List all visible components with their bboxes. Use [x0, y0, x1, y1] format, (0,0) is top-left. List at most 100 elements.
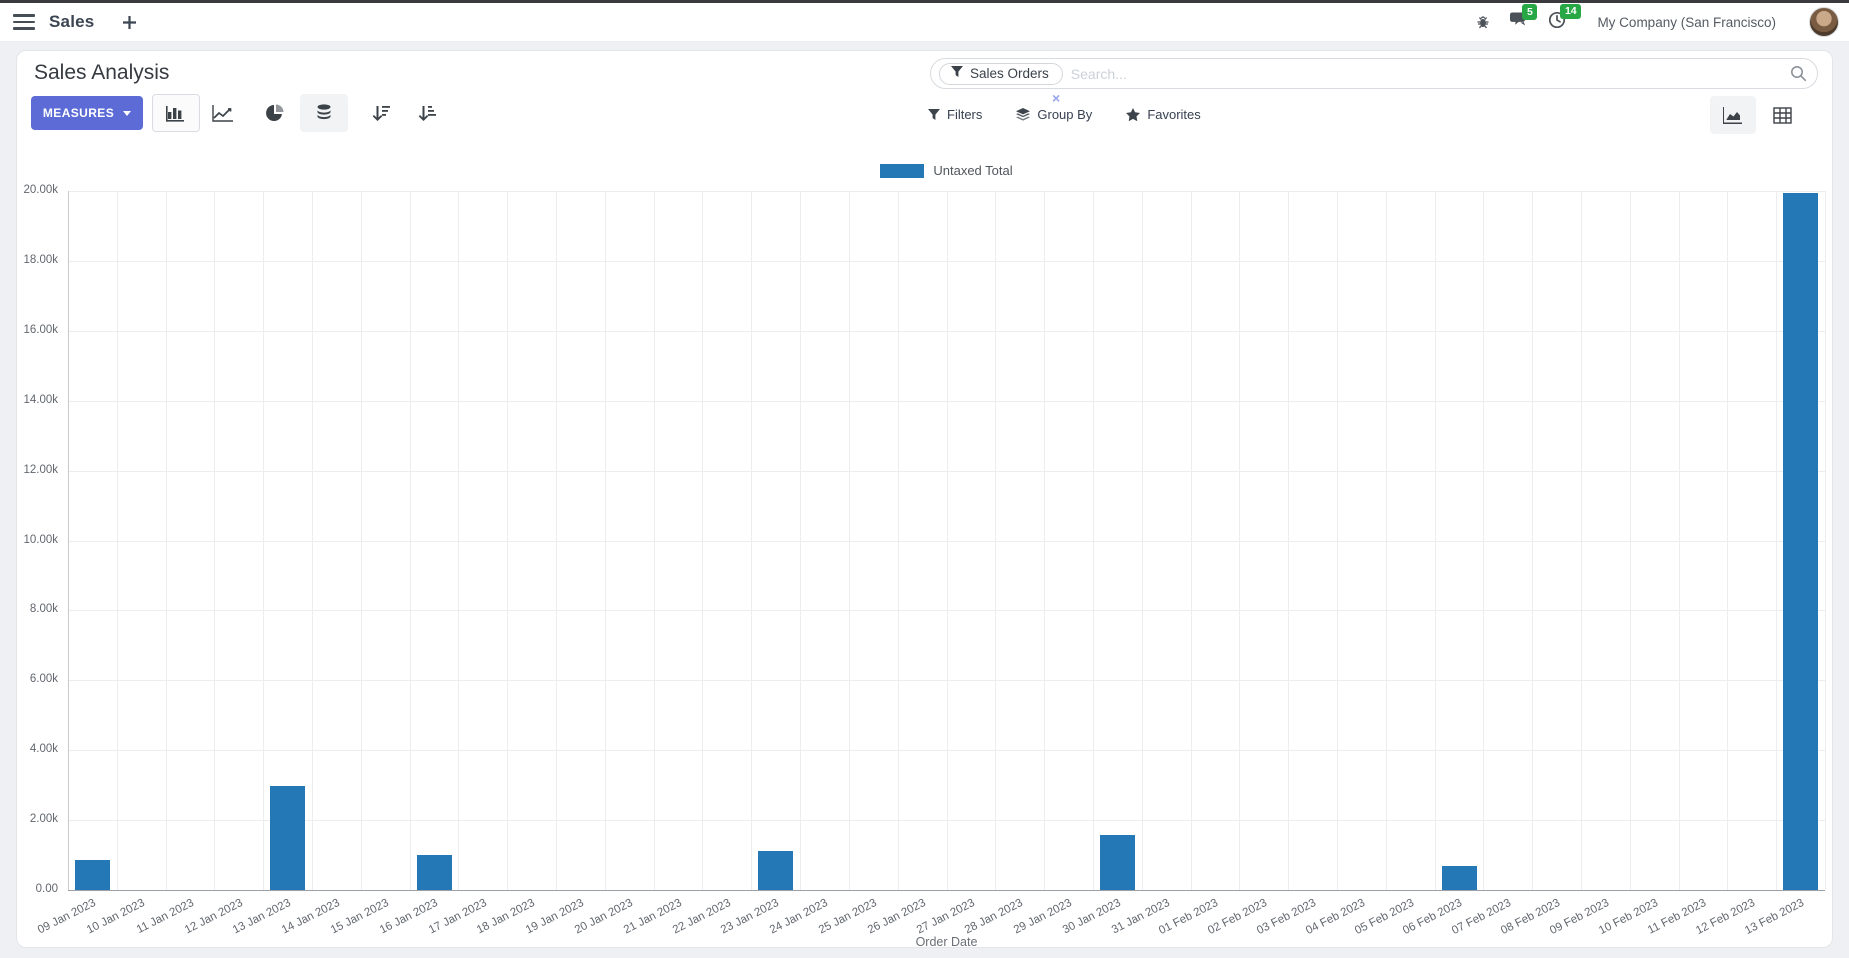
- y-tick-label: 6.00k: [29, 673, 58, 686]
- y-tick-label: 4.00k: [29, 743, 58, 756]
- plus-icon[interactable]: [122, 15, 137, 30]
- v-gridline: [702, 191, 704, 890]
- v-gridline: [214, 191, 216, 890]
- search-facet-label: Sales Orders: [970, 65, 1049, 81]
- top-navbar: Sales 5 14 My C: [0, 3, 1849, 42]
- main-panel: Sales Analysis Sales Orders × MEASURES: [16, 50, 1833, 948]
- debug-bug-icon[interactable]: [1475, 14, 1491, 30]
- filter-funnel-icon: [951, 65, 963, 81]
- sort-ascending-button[interactable]: [403, 94, 451, 132]
- v-gridline: [1776, 191, 1778, 890]
- messages-count-badge: 5: [1522, 4, 1538, 20]
- x-axis-title: Order Date: [915, 935, 978, 948]
- chart-legend[interactable]: Untaxed Total: [68, 163, 1825, 178]
- search-input[interactable]: [1070, 65, 1790, 82]
- search-icon[interactable]: [1790, 65, 1807, 82]
- user-avatar[interactable]: [1809, 7, 1839, 37]
- graph-view-button[interactable]: [1710, 96, 1756, 134]
- systray: 5 14 My Company (San Francisco): [1475, 3, 1839, 37]
- bar-30 Jan 2023[interactable]: [1099, 835, 1135, 890]
- layers-icon: [1016, 108, 1031, 121]
- v-gridline: [263, 191, 265, 890]
- chevron-down-icon: [123, 110, 132, 116]
- star-icon: [1126, 108, 1141, 121]
- bar-13 Jan 2023[interactable]: [270, 785, 306, 890]
- favorites-button[interactable]: Favorites: [1126, 107, 1201, 122]
- v-gridline: [165, 191, 167, 890]
- v-gridline: [116, 191, 118, 890]
- measures-label: MEASURES: [42, 106, 115, 120]
- filters-funnel-icon: [928, 108, 940, 120]
- filters-button[interactable]: Filters: [928, 107, 982, 122]
- messages-menu[interactable]: 5: [1510, 4, 1538, 33]
- v-gridline: [1483, 191, 1485, 890]
- view-switcher: [1710, 96, 1805, 134]
- v-gridline: [68, 191, 69, 890]
- v-gridline: [1385, 191, 1387, 890]
- filters-label: Filters: [947, 107, 983, 122]
- clock-icon: [1548, 11, 1566, 34]
- v-gridline: [1678, 191, 1680, 890]
- search-panel-buttons: Filters Group By Favorites: [928, 107, 1201, 122]
- v-gridline: [507, 191, 509, 890]
- v-gridline: [751, 191, 753, 890]
- y-tick-label: 8.00k: [29, 603, 58, 616]
- search-bar[interactable]: Sales Orders ×: [930, 58, 1818, 105]
- v-gridline: [312, 191, 314, 890]
- pivot-view-button[interactable]: [1759, 96, 1805, 134]
- measures-button[interactable]: MEASURES: [31, 96, 143, 130]
- activities-menu[interactable]: 14: [1548, 3, 1582, 34]
- chart-toolbar: [152, 94, 462, 132]
- y-tick-label: 14.00k: [23, 393, 58, 406]
- v-gridline: [1190, 191, 1192, 890]
- page-title: Sales Analysis: [34, 61, 170, 84]
- v-gridline: [1336, 191, 1338, 890]
- v-gridline: [848, 191, 850, 890]
- bar-23 Jan 2023[interactable]: [758, 850, 794, 890]
- group-by-label: Group By: [1037, 107, 1093, 122]
- y-tick-label: 10.00k: [23, 533, 58, 546]
- bar-13 Feb 2023[interactable]: [1783, 192, 1819, 890]
- v-gridline: [946, 191, 948, 890]
- bar-chart-button[interactable]: [152, 94, 200, 132]
- h-gridline: [68, 890, 1825, 891]
- v-gridline: [1434, 191, 1436, 890]
- bar-09 Jan 2023[interactable]: [74, 859, 110, 890]
- legend-swatch: [880, 163, 925, 178]
- search-facet-sales-orders[interactable]: Sales Orders: [939, 62, 1063, 85]
- bar-06 Feb 2023[interactable]: [1441, 865, 1477, 890]
- v-gridline: [995, 191, 997, 890]
- area-chart-icon: [1723, 106, 1742, 124]
- v-gridline: [653, 191, 655, 890]
- sort-descending-button[interactable]: [357, 94, 405, 132]
- v-gridline: [1092, 191, 1094, 890]
- chat-bubble-icon: [1510, 11, 1529, 33]
- facet-remove-icon[interactable]: ×: [1052, 90, 1061, 106]
- company-switcher[interactable]: My Company (San Francisco): [1597, 14, 1776, 30]
- apps-menu-icon[interactable]: [13, 14, 35, 30]
- v-gridline: [1629, 191, 1631, 890]
- app-title[interactable]: Sales: [49, 12, 95, 31]
- window-top-strip: [0, 0, 1849, 3]
- group-by-button[interactable]: Group By: [1016, 107, 1092, 122]
- y-tick-label: 18.00k: [23, 253, 58, 266]
- v-gridline: [1288, 191, 1290, 890]
- v-gridline: [458, 191, 460, 890]
- v-gridline: [897, 191, 899, 890]
- v-gridline: [556, 191, 558, 890]
- v-gridline: [1727, 191, 1729, 890]
- v-gridline: [409, 191, 411, 890]
- bar-16 Jan 2023[interactable]: [416, 855, 452, 890]
- y-tick-label: 16.00k: [23, 323, 58, 336]
- v-gridline: [1141, 191, 1143, 890]
- line-chart-button[interactable]: [199, 94, 247, 132]
- y-axis-labels: 0.00 2.00k 4.00k 6.00k 8.00k 10.00k 12.00k 14.0…: [17, 184, 63, 895]
- favorites-label: Favorites: [1147, 107, 1201, 122]
- v-gridline: [1044, 191, 1046, 890]
- v-gridline: [360, 191, 362, 890]
- y-tick-label: 20.00k: [23, 184, 58, 196]
- v-gridline: [604, 191, 606, 890]
- pie-chart-button[interactable]: [251, 94, 299, 132]
- stacked-toggle-button[interactable]: [300, 94, 348, 132]
